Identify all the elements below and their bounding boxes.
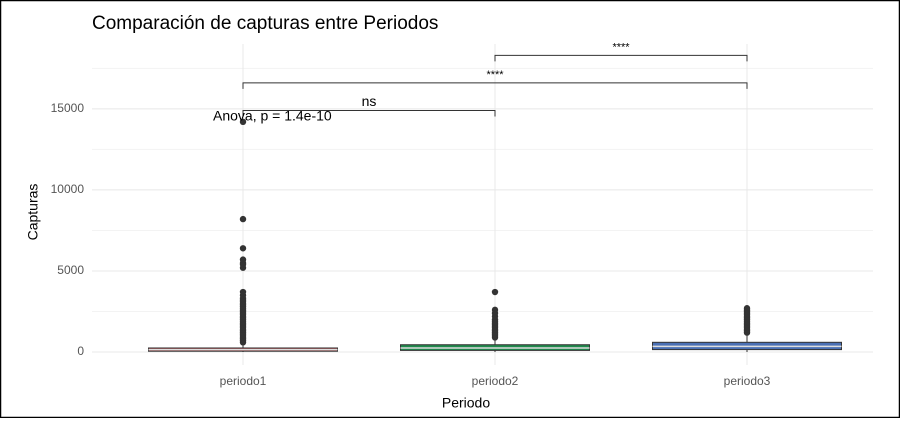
y-tick-label: 5000 bbox=[57, 263, 84, 277]
outlier bbox=[239, 215, 247, 223]
outlier bbox=[239, 288, 247, 296]
comparison-bracket bbox=[494, 54, 748, 62]
outlier bbox=[239, 245, 247, 252]
y-tick-label: 0 bbox=[77, 344, 84, 358]
test-label: Anova, p = 1.4e-10 bbox=[213, 108, 332, 124]
comparison-label: ns bbox=[362, 93, 377, 109]
outlier bbox=[239, 118, 247, 126]
y-tick-label: 15000 bbox=[51, 101, 85, 115]
comparison-label: **** bbox=[486, 69, 504, 81]
x-axis-label: Periodo bbox=[442, 395, 490, 411]
chart-title: Comparación de capturas entre Periodos bbox=[92, 13, 438, 34]
comparison-bracket bbox=[242, 109, 496, 117]
outlier bbox=[491, 306, 499, 314]
outlier bbox=[239, 256, 247, 263]
x-tick-label: periodo3 bbox=[724, 374, 771, 388]
comparison-label: **** bbox=[612, 41, 630, 53]
outlier bbox=[491, 288, 499, 296]
y-axis-label: Capturas bbox=[25, 184, 41, 241]
y-tick-label: 10000 bbox=[51, 182, 85, 196]
comparison-bracket bbox=[242, 82, 748, 89]
outlier bbox=[743, 305, 751, 312]
x-tick-label: periodo1 bbox=[220, 374, 267, 388]
x-tick-label: periodo2 bbox=[472, 374, 519, 388]
